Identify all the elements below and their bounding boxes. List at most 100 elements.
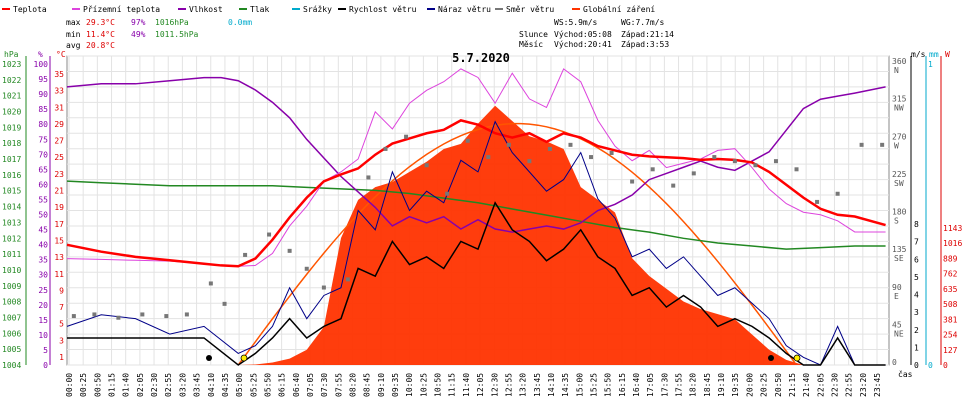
humidity-tick: 10 [38, 331, 48, 340]
radiation-tick: 508 [943, 300, 958, 309]
humidity-tick: 40 [38, 241, 48, 250]
wind-tick: 2 [914, 326, 919, 335]
x-tick-label: 06:15 [278, 373, 287, 397]
legend-label: Srážky [303, 5, 332, 14]
direction-deg-tick: 270 [892, 132, 907, 141]
wind-tick: 7 [914, 238, 919, 247]
pressure-tick: 1018 [2, 139, 21, 148]
x-tick-label: 09:35 [391, 373, 400, 397]
x-tick-label: 05:00 [235, 373, 244, 397]
humidity-tick: 55 [38, 195, 48, 204]
wind-direction-point [712, 155, 717, 160]
humidity-tick: 80 [38, 120, 48, 129]
stat-rain: 0.0mm [228, 18, 252, 27]
radiation-tick: 635 [943, 285, 958, 294]
unit-time: čas [898, 369, 913, 379]
wind-tick: 4 [914, 291, 919, 300]
wind-direction-point [859, 142, 864, 147]
wind-direction-point [164, 314, 169, 319]
x-tick-label: 19:10 [717, 373, 726, 397]
x-tick-label: 22:30 [830, 373, 839, 397]
x-tick-label: 18:20 [689, 373, 698, 397]
radiation-clear-sky-line [237, 122, 796, 366]
pressure-tick: 1009 [2, 282, 21, 291]
wind-direction-point [465, 138, 470, 143]
x-tick-label: 21:15 [788, 373, 797, 397]
wind-direction-point [404, 134, 409, 139]
temperature-line [66, 119, 886, 268]
pressure-tick: 1008 [2, 298, 21, 307]
wind-speed-line [67, 201, 886, 366]
x-tick-label: 19:35 [731, 373, 740, 397]
wind-direction-point [589, 155, 594, 160]
temperature-tick: 27 [54, 137, 64, 146]
x-tick-label: 09:10 [377, 373, 386, 397]
wind-tick: 5 [914, 273, 919, 282]
direction-deg-tick: 45 [892, 320, 902, 329]
humidity-tick: 85 [38, 105, 48, 114]
pressure-tick: 1012 [2, 234, 21, 243]
direction-compass-tick: SW [894, 179, 904, 188]
series-layer [66, 68, 886, 366]
x-tick-label: 01:40 [122, 373, 131, 397]
wind-gust-info: WG:7.7m/s [621, 18, 665, 27]
temperature-tick: 35 [54, 70, 64, 79]
temperature-tick: 23 [54, 170, 64, 179]
temperature-tick: 7 [59, 303, 64, 312]
radiation-tick: 762 [943, 270, 958, 279]
stat-min-label: min [66, 30, 81, 39]
pressure-tick: 1011 [2, 250, 21, 259]
x-tick-label: 20:25 [760, 373, 769, 397]
pressure-tick: 1006 [2, 329, 21, 338]
humidity-tick: 95 [38, 75, 48, 84]
stat-max-hum: 97% [131, 18, 146, 27]
wind-direction-point [486, 155, 491, 160]
wind-direction-point [424, 163, 429, 168]
x-tick-label: 00:00 [65, 373, 74, 397]
unit-ms: m/s [911, 50, 926, 59]
left-axes: 1023102210211020101910181017101610151014… [2, 56, 64, 370]
pressure-tick: 1019 [2, 123, 21, 132]
x-tick-label: 15:00 [575, 373, 584, 397]
x-tick-label: 12:30 [490, 373, 499, 397]
pressure-tick: 1005 [2, 345, 21, 354]
humidity-tick: 45 [38, 226, 48, 235]
wind-direction-point [222, 301, 227, 306]
legend-label: Směr větru [506, 5, 554, 14]
x-tick-label: 05:50 [263, 373, 272, 397]
direction-compass-tick: E [894, 292, 899, 301]
wind-direction-point [794, 167, 799, 172]
x-tick-label: 17:55 [675, 373, 684, 397]
direction-deg-tick: 360 [892, 57, 907, 66]
x-tick-label: 23:20 [859, 373, 868, 397]
pressure-tick: 1015 [2, 187, 21, 196]
wind-direction-point [321, 285, 326, 290]
sunset: Západ:21:14 [621, 30, 674, 39]
stat-avg-label: avg [66, 41, 81, 50]
x-tick-label: 13:20 [519, 373, 528, 397]
wind-direction-point [445, 191, 450, 196]
wind-direction-point [304, 266, 309, 271]
x-tick-label: 13:45 [533, 373, 542, 397]
radiation-tick: 0 [943, 361, 948, 370]
pressure-tick: 1004 [2, 361, 21, 370]
stat-max-press: 1016hPa [155, 18, 189, 27]
wind-direction-point [71, 314, 76, 319]
x-tick-label: 18:45 [703, 373, 712, 397]
wind-direction-point [815, 199, 820, 204]
x-tick-label: 10:50 [434, 373, 443, 397]
wind-tick: 1 [914, 343, 919, 352]
temperature-tick: 1 [59, 353, 64, 362]
pressure-tick: 1020 [2, 108, 21, 117]
direction-compass-tick: S [894, 217, 899, 226]
humidity-tick: 25 [38, 286, 48, 295]
wind-tick: 3 [914, 308, 919, 317]
x-tick-label: 02:05 [136, 373, 145, 397]
x-tick-label: 20:50 [774, 373, 783, 397]
x-tick-label: 01:15 [108, 373, 117, 397]
x-tick-label: 10:00 [405, 373, 414, 397]
radiation-tick: 1143 [943, 224, 962, 233]
x-tick-label: 16:40 [632, 373, 641, 397]
wind-direction-point [671, 183, 676, 188]
wind-direction-point [691, 171, 696, 176]
